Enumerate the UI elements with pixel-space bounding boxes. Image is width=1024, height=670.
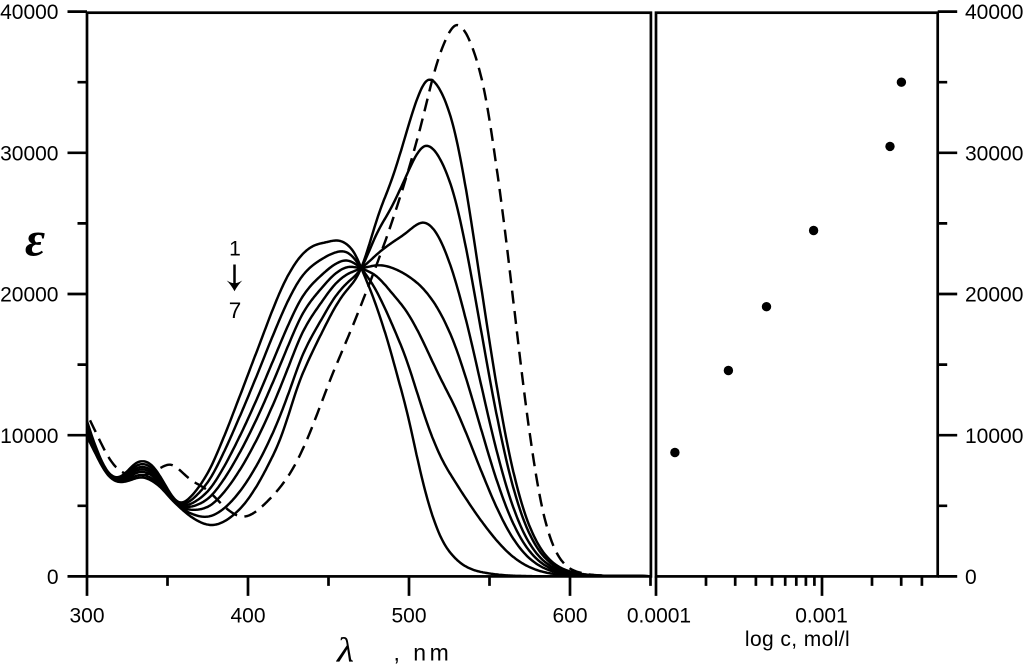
svg-text:0.001: 0.001: [795, 605, 848, 628]
svg-text:20000: 20000: [965, 284, 1023, 307]
svg-text:, nm: , nm: [394, 640, 453, 666]
svg-text:ε: ε: [25, 212, 45, 267]
svg-text:30000: 30000: [965, 142, 1023, 165]
svg-text:400: 400: [230, 605, 265, 628]
svg-text:log c, mol/l: log c, mol/l: [745, 628, 850, 651]
svg-text:500: 500: [391, 605, 426, 628]
svg-text:λ: λ: [336, 631, 354, 670]
svg-text:1: 1: [229, 238, 241, 261]
svg-text:40000: 40000: [0, 1, 58, 24]
svg-text:7: 7: [229, 298, 242, 323]
svg-text:10000: 10000: [965, 425, 1023, 448]
svg-text:300: 300: [69, 605, 104, 628]
svg-text:0: 0: [47, 566, 59, 589]
svg-text:600: 600: [552, 605, 587, 628]
svg-text:30000: 30000: [0, 142, 58, 165]
svg-text:0.0001: 0.0001: [627, 605, 691, 628]
svg-text:0: 0: [965, 566, 977, 589]
svg-text:10000: 10000: [0, 425, 58, 448]
svg-text:20000: 20000: [0, 284, 58, 307]
svg-text:40000: 40000: [965, 1, 1023, 24]
